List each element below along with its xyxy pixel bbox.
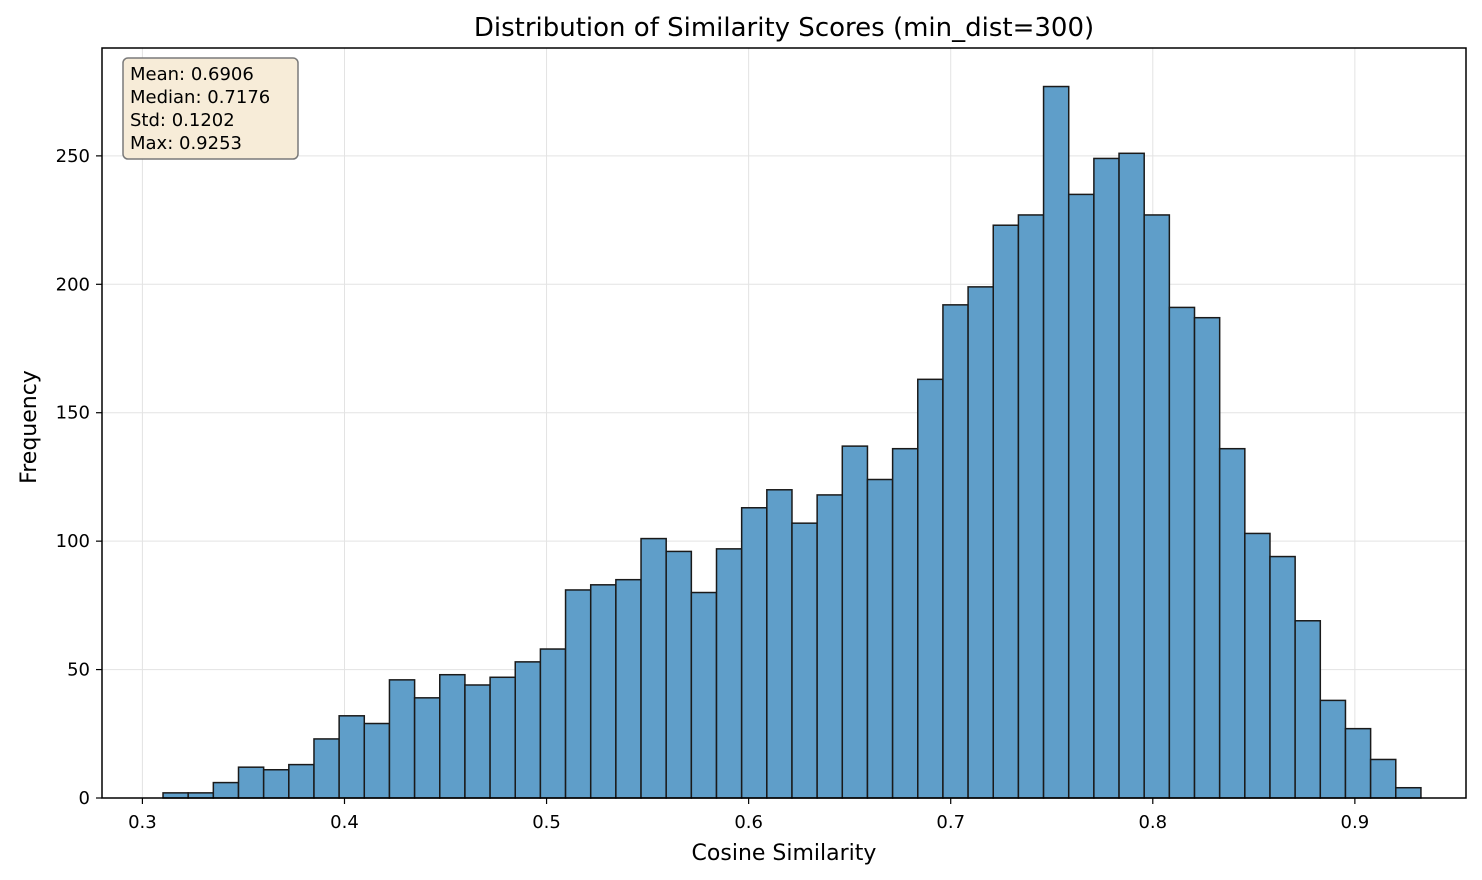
histogram-bar bbox=[162, 792, 189, 799]
plot-frame bbox=[101, 47, 1467, 799]
y-tick-label: 250 bbox=[56, 146, 90, 167]
stat-max: Max: 0.9253 bbox=[130, 133, 242, 154]
x-tick-label: 0.9 bbox=[1341, 812, 1370, 833]
histogram-bar bbox=[942, 304, 969, 799]
histogram-bar bbox=[363, 722, 391, 799]
histogram-bar bbox=[262, 768, 290, 799]
histogram-bar bbox=[237, 766, 265, 799]
histogram-bar bbox=[615, 578, 642, 799]
y-tick-label: 0 bbox=[79, 788, 90, 809]
histogram-bar bbox=[1168, 306, 1196, 799]
histogram-bar bbox=[740, 507, 768, 799]
histogram-bar bbox=[816, 494, 844, 799]
x-tick-label: 0.3 bbox=[128, 812, 157, 833]
histogram-bar bbox=[1369, 758, 1397, 799]
x-tick-label: 0.4 bbox=[330, 812, 359, 833]
histogram-bar bbox=[1143, 214, 1171, 799]
histogram-bar bbox=[1118, 152, 1145, 799]
histogram-bar bbox=[866, 478, 894, 799]
histogram-bar bbox=[212, 781, 240, 799]
histogram-bar bbox=[891, 447, 919, 799]
histogram-bar bbox=[464, 684, 491, 799]
histogram-bar bbox=[917, 378, 944, 799]
histogram-bar bbox=[338, 715, 366, 799]
x-axis-ticks: 0.3 0.4 0.5 0.6 0.7 0.8 0.9 bbox=[128, 798, 1369, 833]
y-tick-label: 200 bbox=[56, 274, 90, 295]
y-tick-label: 50 bbox=[67, 660, 90, 681]
stat-std: Std: 0.1202 bbox=[130, 110, 235, 131]
y-tick-label: 150 bbox=[56, 403, 90, 424]
x-tick-label: 0.7 bbox=[936, 812, 965, 833]
histogram-bar bbox=[1244, 532, 1271, 799]
histogram-bar bbox=[589, 584, 617, 799]
histogram-bar bbox=[1294, 620, 1322, 799]
histogram-bar bbox=[1017, 214, 1045, 799]
histogram-bar bbox=[1042, 85, 1070, 799]
histogram-bar bbox=[564, 589, 592, 799]
histogram-bar bbox=[1269, 555, 1296, 799]
y-axis-ticks: 0 50 100 150 200 250 bbox=[56, 146, 102, 809]
histogram-bar bbox=[187, 792, 215, 799]
x-tick-label: 0.5 bbox=[532, 812, 561, 833]
chart-title: Distribution of Similarity Scores (min_d… bbox=[474, 13, 1094, 43]
stats-box: Mean: 0.6906 Median: 0.7176 Std: 0.1202 … bbox=[122, 57, 299, 160]
histogram-bar bbox=[539, 648, 567, 799]
histogram-bar bbox=[1344, 727, 1372, 799]
x-tick-label: 0.6 bbox=[734, 812, 763, 833]
x-tick-label: 0.8 bbox=[1138, 812, 1167, 833]
histogram-bar bbox=[413, 697, 441, 799]
histogram-bar bbox=[791, 522, 818, 799]
histogram-bar bbox=[514, 661, 542, 799]
histogram-bar bbox=[313, 738, 340, 799]
histogram-bar bbox=[288, 763, 315, 799]
histogram-bar bbox=[967, 286, 994, 799]
histogram-bar bbox=[665, 550, 693, 799]
histogram-bar bbox=[715, 548, 743, 799]
histogram-bar bbox=[1218, 447, 1246, 799]
y-axis-title: Frequency bbox=[17, 370, 42, 484]
histogram-bars bbox=[162, 85, 1422, 799]
histogram-bar bbox=[439, 673, 466, 799]
histogram-bar bbox=[1093, 157, 1120, 799]
histogram-bar bbox=[1193, 316, 1221, 799]
x-axis-title: Cosine Similarity bbox=[692, 841, 877, 866]
stat-mean: Mean: 0.6906 bbox=[130, 64, 254, 85]
histogram-bar bbox=[489, 676, 516, 799]
stat-median: Median: 0.7176 bbox=[130, 87, 270, 108]
histogram-bar bbox=[1067, 193, 1095, 799]
histogram-bar bbox=[766, 489, 793, 799]
histogram-bar bbox=[1395, 786, 1422, 799]
histogram-bar bbox=[1319, 699, 1347, 799]
histogram-bar bbox=[841, 445, 869, 799]
histogram-bar bbox=[640, 537, 667, 799]
histogram-bar bbox=[690, 591, 718, 799]
stats-box-background bbox=[122, 57, 299, 160]
y-tick-label: 100 bbox=[56, 531, 90, 552]
histogram-bar bbox=[992, 224, 1020, 799]
histogram-bar bbox=[388, 679, 416, 799]
